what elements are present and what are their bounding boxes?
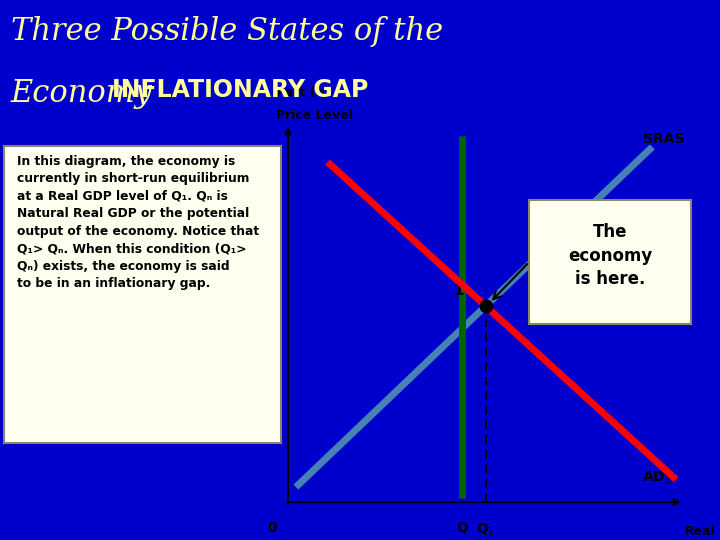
Text: In this diagram, the economy is
currently in short-run equilibrium
at a Real GDP: In this diagram, the economy is currentl… [17, 155, 260, 290]
Text: Q$_1$: Q$_1$ [477, 521, 495, 537]
Text: 0: 0 [267, 521, 277, 535]
Text: Three Possible States of the: Three Possible States of the [11, 16, 443, 47]
Text: AD$_1$: AD$_1$ [642, 470, 672, 487]
Text: Economy: Economy [11, 78, 163, 109]
Text: Part (b): Part (b) [276, 86, 330, 99]
Text: Q: Q [456, 521, 468, 535]
Text: INFLATIONARY GAP: INFLATIONARY GAP [112, 78, 368, 102]
Text: Real
GDP: Real GDP [685, 525, 715, 540]
Text: 1: 1 [453, 283, 464, 298]
Text: The
economy
is here.: The economy is here. [568, 223, 652, 288]
Text: SRAS: SRAS [644, 132, 685, 146]
Text: Price Level: Price Level [276, 109, 353, 122]
